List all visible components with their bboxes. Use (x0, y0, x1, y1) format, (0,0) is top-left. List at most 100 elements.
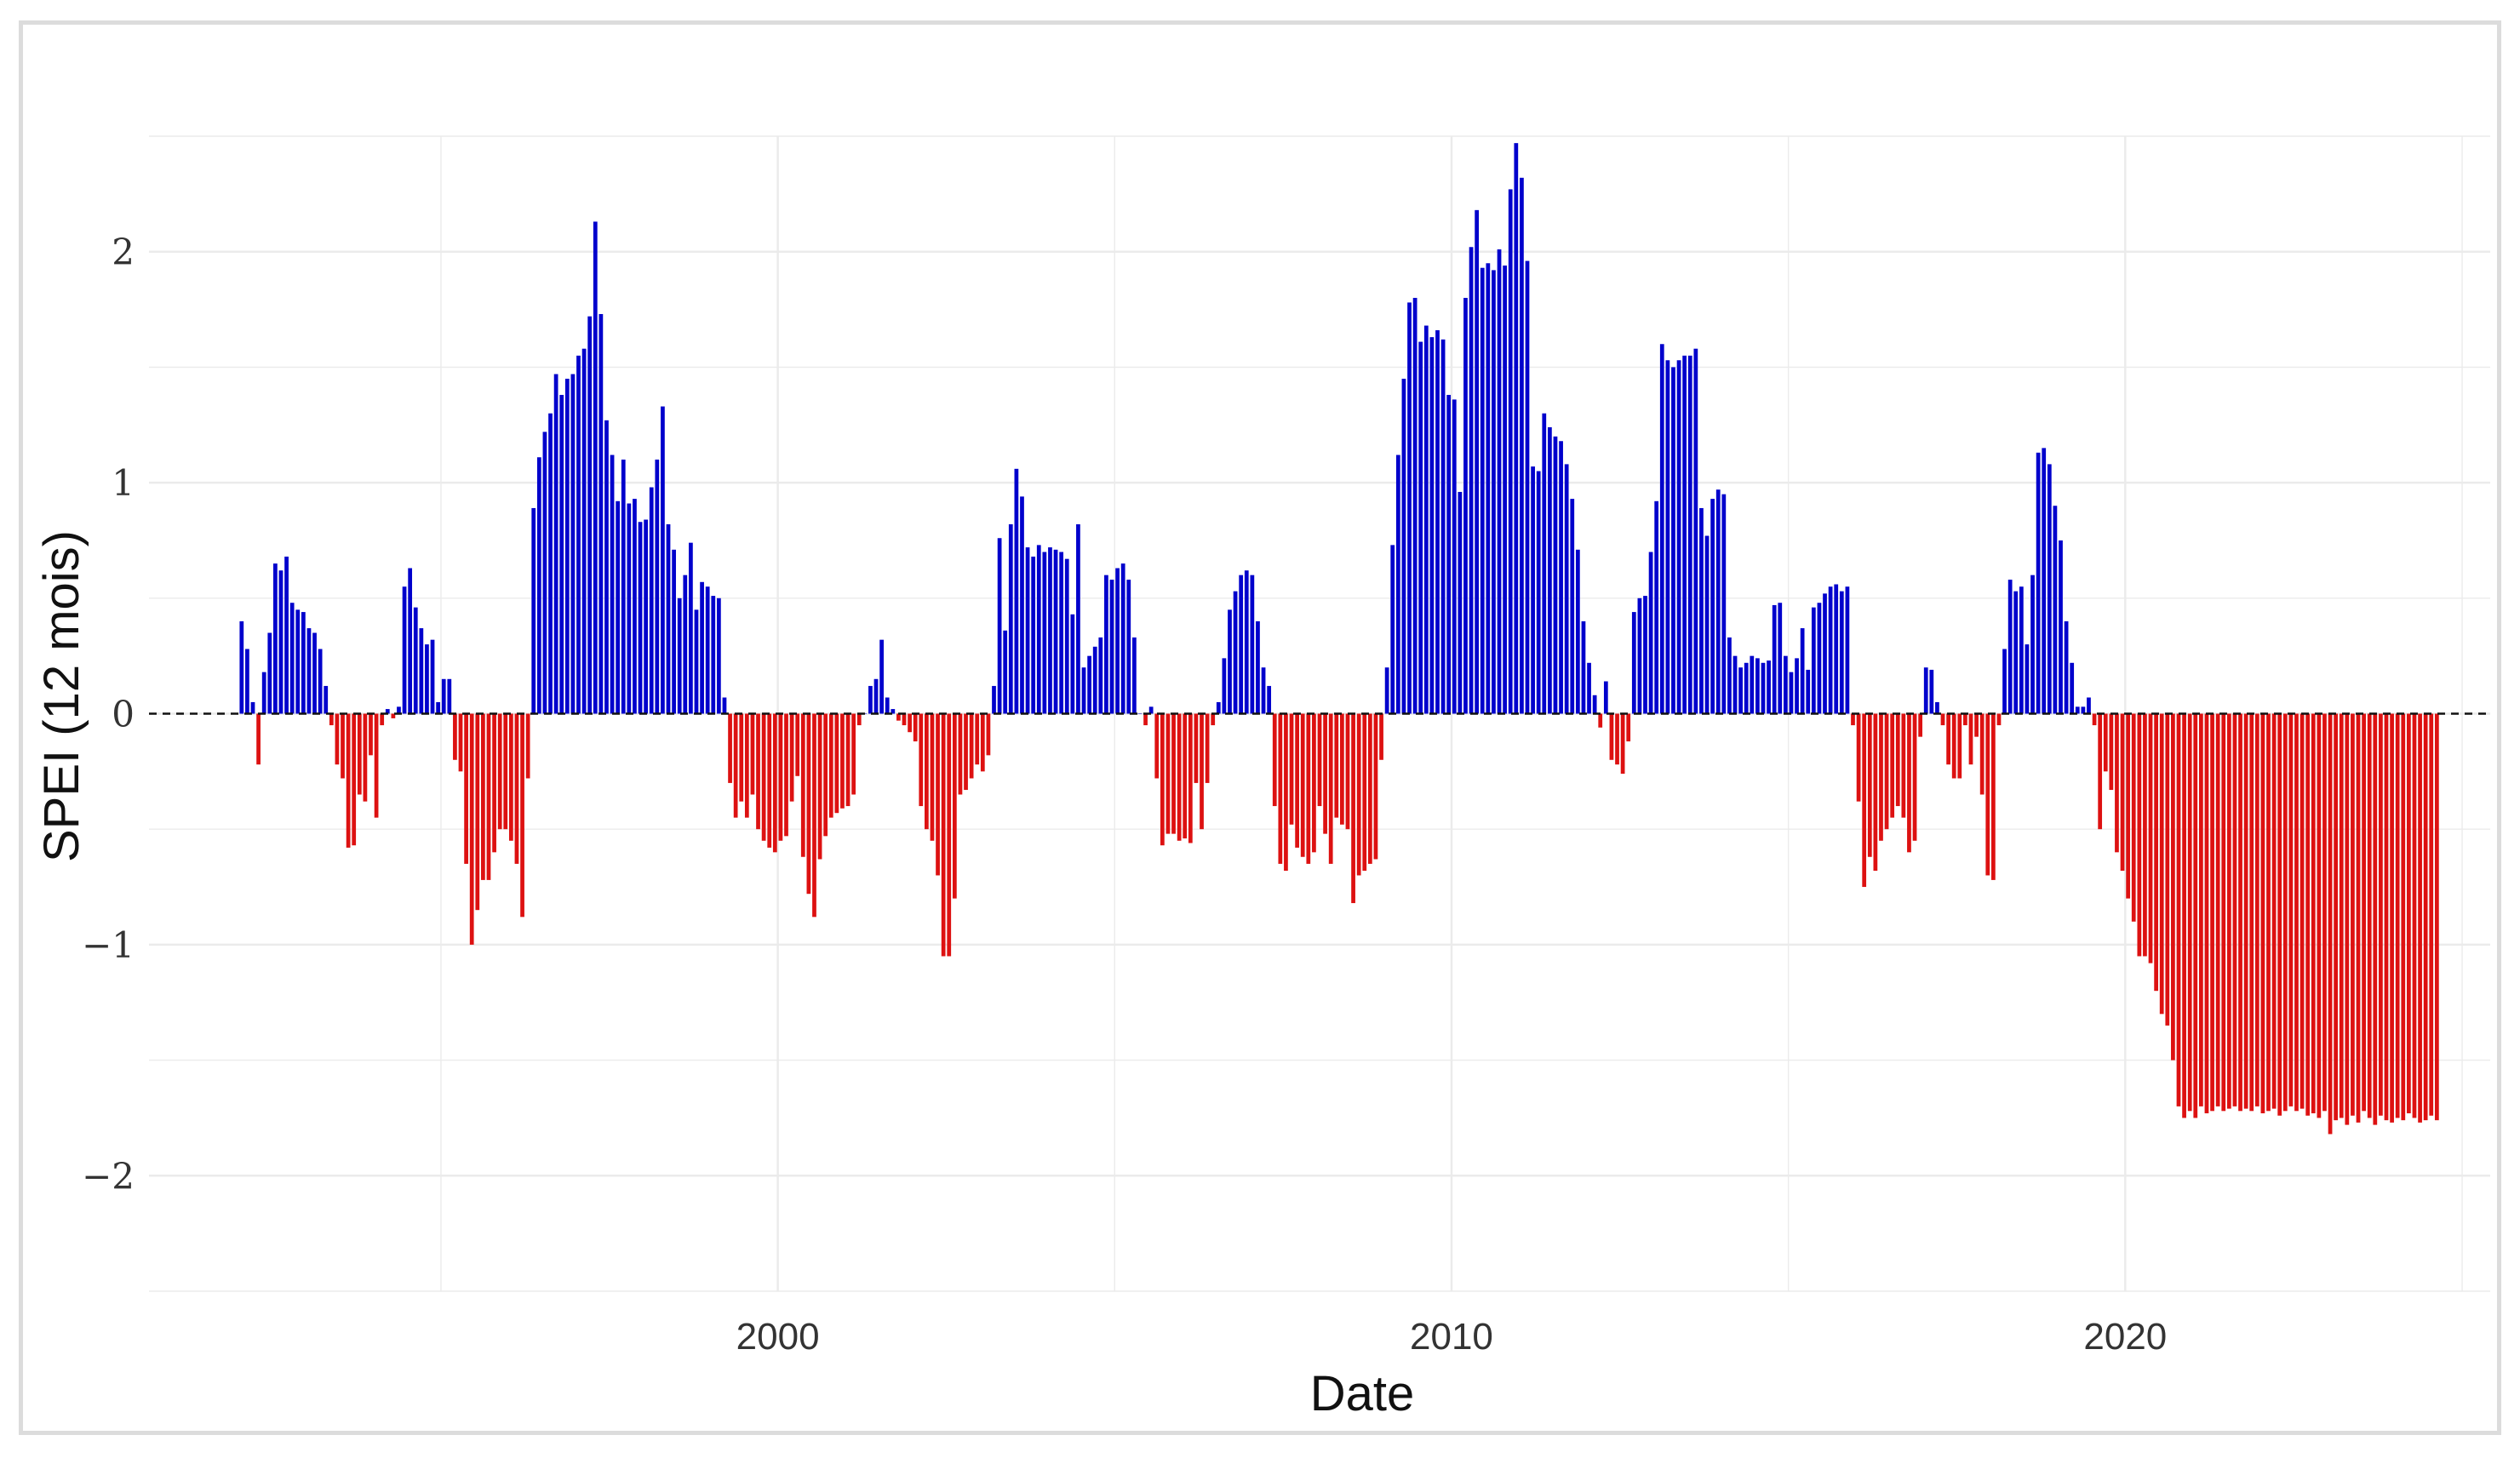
bar (318, 649, 323, 714)
bar (817, 713, 822, 860)
bar (1070, 614, 1075, 714)
bar (1721, 494, 1727, 714)
bar (1418, 341, 1423, 714)
bar (2126, 713, 2131, 899)
bar (2334, 713, 2339, 1121)
bar (784, 713, 788, 837)
bar (1412, 297, 1418, 714)
bar (1609, 713, 1614, 760)
bar (1704, 535, 1710, 714)
bar (1492, 270, 1496, 714)
bar (1514, 143, 1519, 714)
bar (1985, 713, 1990, 876)
bar (1312, 713, 1316, 853)
bar (1188, 713, 1193, 843)
bar (520, 713, 524, 918)
bar (711, 596, 716, 714)
bar (1682, 355, 1687, 714)
bar (1637, 597, 1642, 714)
bar (458, 713, 463, 772)
bar (1166, 713, 1171, 834)
bar (952, 713, 957, 899)
bar (823, 713, 828, 837)
bar (1620, 713, 1625, 775)
bar (475, 713, 480, 911)
bar (913, 713, 918, 742)
bar (1351, 713, 1355, 904)
bar (1475, 209, 1480, 714)
bar (2317, 713, 2322, 1118)
bar (508, 713, 513, 841)
x-axis-ticks: 2000 2010 2020 (736, 1316, 2168, 1358)
bar (2379, 713, 2383, 1116)
bar (2171, 713, 2175, 1061)
bar (2215, 713, 2220, 1106)
bar (1395, 455, 1400, 714)
bar (2064, 620, 2069, 714)
bar (986, 713, 991, 756)
bar (1879, 713, 1883, 841)
bar (1963, 713, 1967, 726)
bar (453, 713, 457, 760)
bar (2390, 713, 2394, 1123)
bar (2036, 452, 2041, 714)
bar (828, 713, 833, 818)
bar (2030, 575, 2035, 714)
bar (374, 713, 379, 818)
bar (369, 713, 373, 756)
bar (2294, 713, 2299, 1112)
bar (1171, 713, 1176, 834)
bar (503, 713, 508, 830)
bar (2260, 713, 2265, 1114)
bar (2322, 713, 2327, 1112)
bar (312, 632, 317, 714)
bar (1884, 713, 1889, 830)
y-tick-label: −2 (82, 1155, 135, 1197)
bar (525, 713, 530, 779)
bar (1244, 570, 1249, 714)
bar (1064, 558, 1069, 714)
bar (352, 713, 357, 846)
bar (1200, 713, 1204, 830)
bar (1278, 713, 1283, 864)
bar (1401, 378, 1406, 714)
bar (806, 713, 811, 895)
bar (1598, 713, 1603, 728)
bar (1873, 713, 1878, 872)
bar (1918, 713, 1923, 737)
bar (1570, 499, 1575, 714)
bar (1592, 695, 1597, 714)
bar (1194, 713, 1199, 783)
bar (1115, 568, 1120, 714)
bar (1458, 491, 1463, 714)
bar (1250, 575, 1255, 714)
bar (2243, 713, 2248, 1109)
bar (1676, 360, 1681, 714)
bar (1575, 549, 1580, 714)
bar (2345, 713, 2350, 1125)
bar (1817, 603, 1822, 714)
bar (1323, 713, 1327, 834)
bar (661, 406, 665, 714)
bar (1542, 413, 1547, 714)
bar (873, 678, 879, 714)
bar (542, 432, 547, 714)
bar (1031, 556, 1036, 714)
bar (1334, 713, 1339, 818)
bar (1839, 591, 1844, 714)
bar (885, 697, 890, 714)
bar (2249, 713, 2254, 1112)
bar (2143, 713, 2147, 957)
bar (1862, 713, 1867, 888)
bar (1715, 489, 1721, 714)
bar (273, 563, 278, 714)
bar (1890, 713, 1895, 818)
bar (1767, 660, 1771, 714)
bar (1923, 667, 1928, 714)
bar (2165, 713, 2170, 1026)
bar (2059, 540, 2063, 714)
bar (1996, 713, 2002, 726)
bar (514, 713, 519, 864)
bar (1087, 655, 1091, 714)
bar (486, 713, 491, 880)
